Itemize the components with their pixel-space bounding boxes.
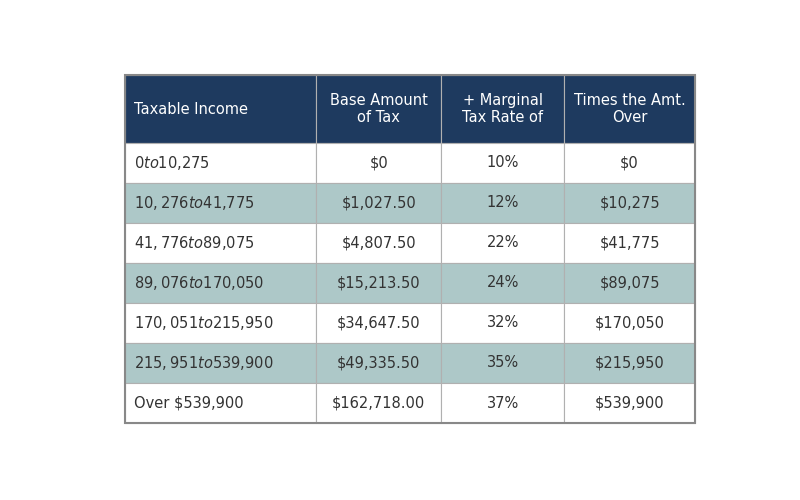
Text: $89,076 to $170,050: $89,076 to $170,050	[134, 274, 264, 292]
Text: $170,050: $170,050	[594, 316, 665, 330]
Text: $41,776 to $89,075: $41,776 to $89,075	[134, 234, 254, 252]
Text: $0: $0	[620, 156, 639, 170]
Bar	[125, 143, 316, 183]
Bar	[316, 143, 442, 183]
Bar	[316, 76, 442, 143]
Bar	[316, 303, 442, 343]
Text: $0 to $10,275: $0 to $10,275	[134, 154, 210, 172]
Bar	[316, 263, 442, 303]
Bar	[125, 183, 316, 223]
Text: $15,213.50: $15,213.50	[337, 276, 421, 290]
Text: 12%: 12%	[486, 196, 519, 210]
Text: $215,951 to $539,900: $215,951 to $539,900	[134, 354, 274, 372]
Text: 32%: 32%	[486, 316, 519, 330]
Bar	[564, 223, 695, 263]
Text: 10%: 10%	[486, 156, 519, 170]
Text: $1,027.50: $1,027.50	[342, 196, 416, 210]
Text: Base Amount
of Tax: Base Amount of Tax	[330, 93, 427, 126]
Text: $49,335.50: $49,335.50	[337, 356, 420, 370]
Text: Over $539,900: Over $539,900	[134, 396, 244, 410]
Bar	[564, 383, 695, 423]
Text: Taxable Income: Taxable Income	[134, 102, 248, 116]
Bar	[564, 303, 695, 343]
Bar	[125, 383, 316, 423]
Text: + Marginal
Tax Rate of: + Marginal Tax Rate of	[462, 93, 543, 126]
Bar	[564, 343, 695, 383]
Bar	[125, 303, 316, 343]
Bar	[564, 263, 695, 303]
Bar	[564, 76, 695, 143]
Bar	[316, 383, 442, 423]
Text: $89,075: $89,075	[599, 276, 660, 290]
Bar	[564, 143, 695, 183]
Bar	[442, 76, 564, 143]
Bar	[442, 263, 564, 303]
Bar	[442, 343, 564, 383]
Text: $215,950: $215,950	[594, 356, 665, 370]
Bar	[442, 303, 564, 343]
Text: $10,276 to $41,775: $10,276 to $41,775	[134, 194, 254, 212]
Text: 24%: 24%	[486, 276, 519, 290]
Text: 22%: 22%	[486, 236, 519, 250]
Bar	[442, 223, 564, 263]
Text: 35%: 35%	[486, 356, 518, 370]
Bar	[442, 383, 564, 423]
Bar	[125, 343, 316, 383]
Bar	[316, 183, 442, 223]
Bar	[564, 183, 695, 223]
Bar	[316, 343, 442, 383]
Bar	[125, 223, 316, 263]
Text: Times the Amt.
Over: Times the Amt. Over	[574, 93, 686, 126]
Bar	[316, 223, 442, 263]
Text: $4,807.50: $4,807.50	[342, 236, 416, 250]
Text: 37%: 37%	[486, 396, 519, 410]
Text: $539,900: $539,900	[594, 396, 665, 410]
Text: $0: $0	[370, 156, 388, 170]
Text: $170,051 to $215,950: $170,051 to $215,950	[134, 314, 274, 332]
Bar	[442, 143, 564, 183]
Text: $34,647.50: $34,647.50	[337, 316, 421, 330]
Text: $162,718.00: $162,718.00	[332, 396, 426, 410]
Bar	[125, 76, 316, 143]
Text: $41,775: $41,775	[599, 236, 660, 250]
Bar	[442, 183, 564, 223]
Bar	[125, 263, 316, 303]
Text: $10,275: $10,275	[599, 196, 660, 210]
